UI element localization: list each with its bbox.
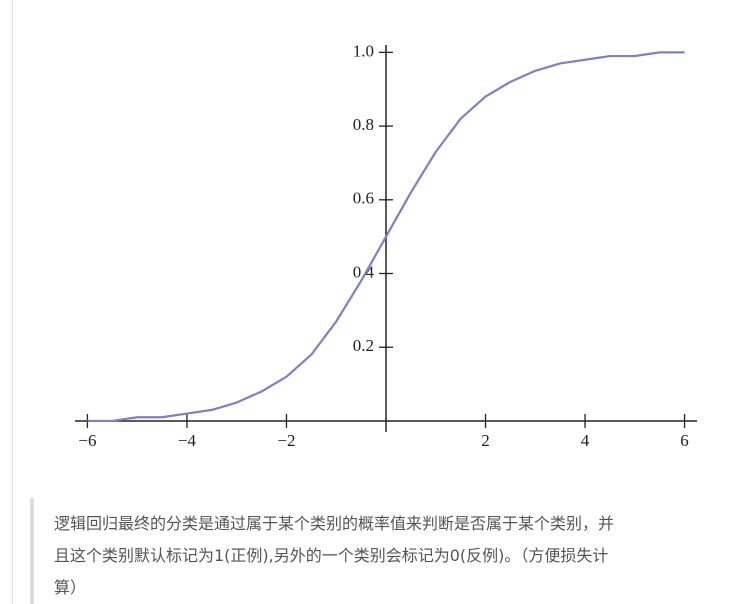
chart: −6 −4 −2 2 4 60.20.40.60.81.0 <box>75 41 697 450</box>
line <box>87 51 685 423</box>
y-tick-label: 0.8 <box>353 115 374 134</box>
paragraph-line: 逻辑回归最终的分类是通过属于某个类别的概率值来判断是否属于某个类别，并 <box>54 514 615 533</box>
x-tick-label: −6 <box>78 431 96 450</box>
paragraph-line: 且这个类别默认标记为1(正例),另外的一个类别会标记为0(反例)。（方便损失计 <box>54 546 609 565</box>
x-tick-label: 2 <box>481 431 490 450</box>
page-edge <box>12 0 13 604</box>
y-tick-label: 0.2 <box>353 336 374 355</box>
y-tick-label: 1.0 <box>353 41 374 60</box>
y-tick-label: 0.6 <box>353 189 374 208</box>
blockquote: 逻辑回归最终的分类是通过属于某个类别的概率值来判断是否属于某个类别，并 且这个类… <box>30 498 754 604</box>
x-tick-label: 6 <box>680 431 689 450</box>
x-tick-label: −2 <box>277 431 295 450</box>
paragraph-line: 算） <box>54 578 87 597</box>
x-tick-label: 4 <box>581 431 590 450</box>
x-tick-label: −4 <box>178 431 197 450</box>
